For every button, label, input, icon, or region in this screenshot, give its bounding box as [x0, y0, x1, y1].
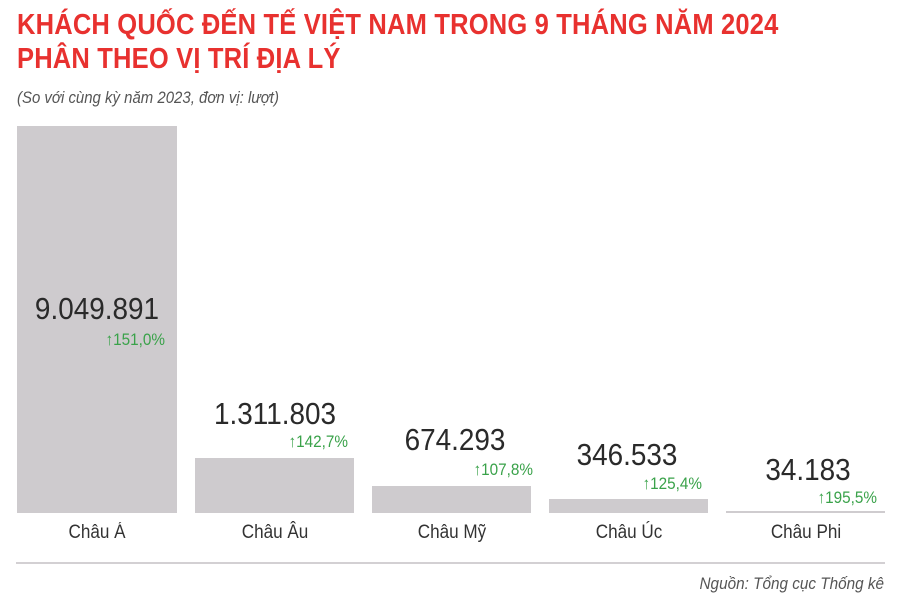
source-note: Nguồn: Tổng cục Thống kê: [699, 574, 884, 593]
change-label-chau-au: ↑142,7%: [288, 432, 348, 451]
category-label-chau-a: Châu Á: [68, 522, 126, 543]
bar-chau-uc: [549, 499, 708, 513]
category-label-chau-phi: Châu Phi: [770, 522, 842, 543]
change-label-chau-uc: ↑125,4%: [642, 474, 702, 493]
title-line-1: KHÁCH QUỐC ĐẾN TẾ VIỆT NAM TRONG 9 THÁNG…: [17, 9, 779, 41]
chart-subtitle: (So với cùng kỳ năm 2023, đơn vị: lượt): [17, 88, 279, 107]
category-label-chau-my: Châu Mỹ: [417, 522, 487, 543]
change-label-chau-my: ↑107,8%: [473, 460, 533, 479]
title-line-2: PHÂN THEO VỊ TRÍ ĐỊA LÝ: [17, 43, 341, 75]
value-label-chau-my: 674.293: [404, 422, 506, 457]
value-label-chau-uc: 346.533: [576, 437, 678, 472]
value-label-chau-a: 9.049.891: [34, 291, 160, 326]
value-label-chau-au: 1.311.803: [213, 396, 337, 431]
bar-chau-my: [372, 486, 531, 513]
bar-chau-au: [195, 458, 354, 513]
footer-divider: [16, 562, 885, 564]
category-label-chau-au: Châu Âu: [241, 522, 309, 543]
value-label-chau-phi: 34.183: [765, 452, 851, 487]
bar-chau-a: [17, 126, 177, 513]
chart-title: KHÁCH QUỐC ĐẾN TẾ VIỆT NAM TRONG 9 THÁNG…: [17, 8, 779, 76]
change-label-chau-a: ↑151,0%: [105, 330, 165, 349]
category-label-chau-uc: Châu Úc: [595, 522, 663, 543]
bar-chau-phi: [726, 509, 885, 513]
change-label-chau-phi: ↑195,5%: [817, 488, 877, 507]
